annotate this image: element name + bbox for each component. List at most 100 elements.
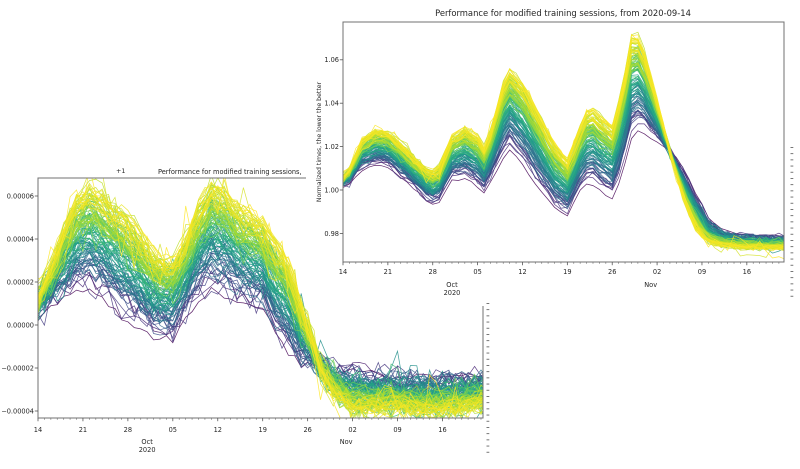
x-month-label: Oct (446, 281, 458, 289)
session-curve (38, 273, 483, 392)
background-axis-tick (790, 202, 794, 204)
session-curve (38, 178, 462, 418)
y-tick-label: 1.00 (324, 186, 339, 194)
background-axis-tick (486, 433, 490, 435)
session-curve (38, 269, 483, 389)
background-axis-tick (790, 221, 794, 223)
session-curve (343, 48, 784, 249)
background-axis-tick (486, 451, 490, 453)
background-axis-tick (486, 358, 490, 360)
background-axis-tick (790, 190, 794, 192)
background-axis-tick (486, 315, 490, 317)
offset-chart-axes: 14 21 28 05 12 19 26 02 09 16Oct2020Nov0.000060.0… (1, 177, 484, 454)
session-curve (38, 201, 483, 418)
background-axis-tick (790, 178, 794, 179)
normalized-chart-ylabel: Normalized times, the lower the better (316, 81, 323, 202)
background-axis-tick (486, 346, 490, 348)
session-curve (38, 186, 483, 418)
x-tick-label: 02 (653, 268, 661, 276)
y-tick-label: −0.00004 (1, 407, 34, 415)
normalized-chart-figure: Performance for modified training sessio… (316, 8, 785, 297)
normalized-chart-title: Performance for modified training sessio… (435, 8, 691, 18)
offset-chart-title: Performance for modified training sessio… (158, 168, 302, 176)
background-axis-tick (790, 153, 794, 155)
session-curve (38, 184, 483, 415)
session-curve (38, 202, 483, 418)
session-curve (343, 40, 784, 251)
session-curve (343, 88, 784, 244)
x-tick-label: 12 (518, 268, 526, 276)
x-year-label: 2020 (139, 446, 156, 454)
background-axis-tick (790, 283, 794, 285)
background-axis-tick (790, 209, 794, 210)
background-axis-tick (486, 321, 490, 323)
background-axis-tick (486, 414, 490, 416)
x-tick-label: 09 (698, 268, 706, 276)
x-tick-label: 19 (259, 426, 267, 434)
session-curve (38, 181, 483, 418)
background-axis-tick (486, 327, 490, 329)
background-axis-tick (790, 215, 794, 217)
y-tick-label: 0.00006 (7, 192, 34, 200)
session-curve (38, 251, 483, 402)
background-axis-tick (486, 402, 490, 404)
session-curve (343, 104, 784, 244)
session-curve (38, 286, 483, 381)
x-tick-label: 16 (438, 426, 446, 434)
background-axis-tick (486, 408, 490, 410)
x-tick-label: 09 (393, 426, 401, 434)
background-axis-tick (486, 383, 490, 385)
background-axis-tick (790, 252, 794, 254)
background-axis-tick (790, 196, 794, 198)
background-axis-tick (486, 309, 490, 311)
y-tick-label: 1.06 (324, 56, 339, 64)
cropped-background-figure-ticks (486, 147, 794, 453)
session-curve (343, 63, 784, 246)
background-axis-tick (790, 147, 794, 148)
y-tick-label: 1.02 (324, 143, 339, 151)
x-tick-label: 19 (563, 268, 571, 276)
normalized-chart-lines (343, 31, 784, 259)
x-month-label: Nov (644, 281, 657, 289)
y-tick-label: 0.00002 (7, 278, 34, 286)
session-curve (38, 178, 483, 418)
session-curve (38, 251, 483, 391)
background-axis-tick (486, 340, 490, 342)
background-axis-tick (790, 159, 794, 161)
background-axis-tick (790, 246, 794, 248)
background-axis-tick (790, 240, 794, 241)
x-month-label: Nov (340, 438, 353, 446)
x-tick-label: 28 (124, 426, 132, 434)
background-axis-tick (790, 227, 794, 229)
session-curve (38, 244, 483, 398)
background-axis-tick (486, 396, 490, 397)
background-axis-tick (486, 420, 490, 422)
background-axis-tick (790, 184, 794, 186)
background-axis-tick (790, 289, 794, 291)
session-curve (38, 181, 483, 416)
offset-chart-figure: +1 Performance for modified training ses… (1, 167, 484, 454)
background-axis-tick (486, 303, 490, 304)
y-tick-label: 0.00004 (7, 235, 34, 243)
x-tick-label: 05 (473, 268, 481, 276)
background-axis-tick (790, 165, 794, 167)
background-axis-tick (486, 445, 490, 447)
y-tick-label: −0.00002 (1, 364, 34, 372)
session-curve (38, 267, 483, 395)
session-curve (343, 130, 784, 237)
session-curve (38, 204, 483, 418)
background-axis-tick (790, 171, 794, 173)
x-tick-label: 28 (429, 268, 437, 276)
x-tick-label: 26 (303, 426, 311, 434)
background-axis-tick (486, 371, 490, 373)
x-tick-label: 16 (743, 268, 751, 276)
background-axis-tick (486, 352, 490, 354)
background-axis-tick (790, 258, 794, 260)
background-axis-tick (790, 295, 794, 297)
y-tick-label: 0.00000 (7, 321, 34, 329)
x-tick-label: 26 (608, 268, 616, 276)
y-tick-label: 1.04 (324, 100, 339, 108)
background-axis-tick (486, 389, 490, 391)
